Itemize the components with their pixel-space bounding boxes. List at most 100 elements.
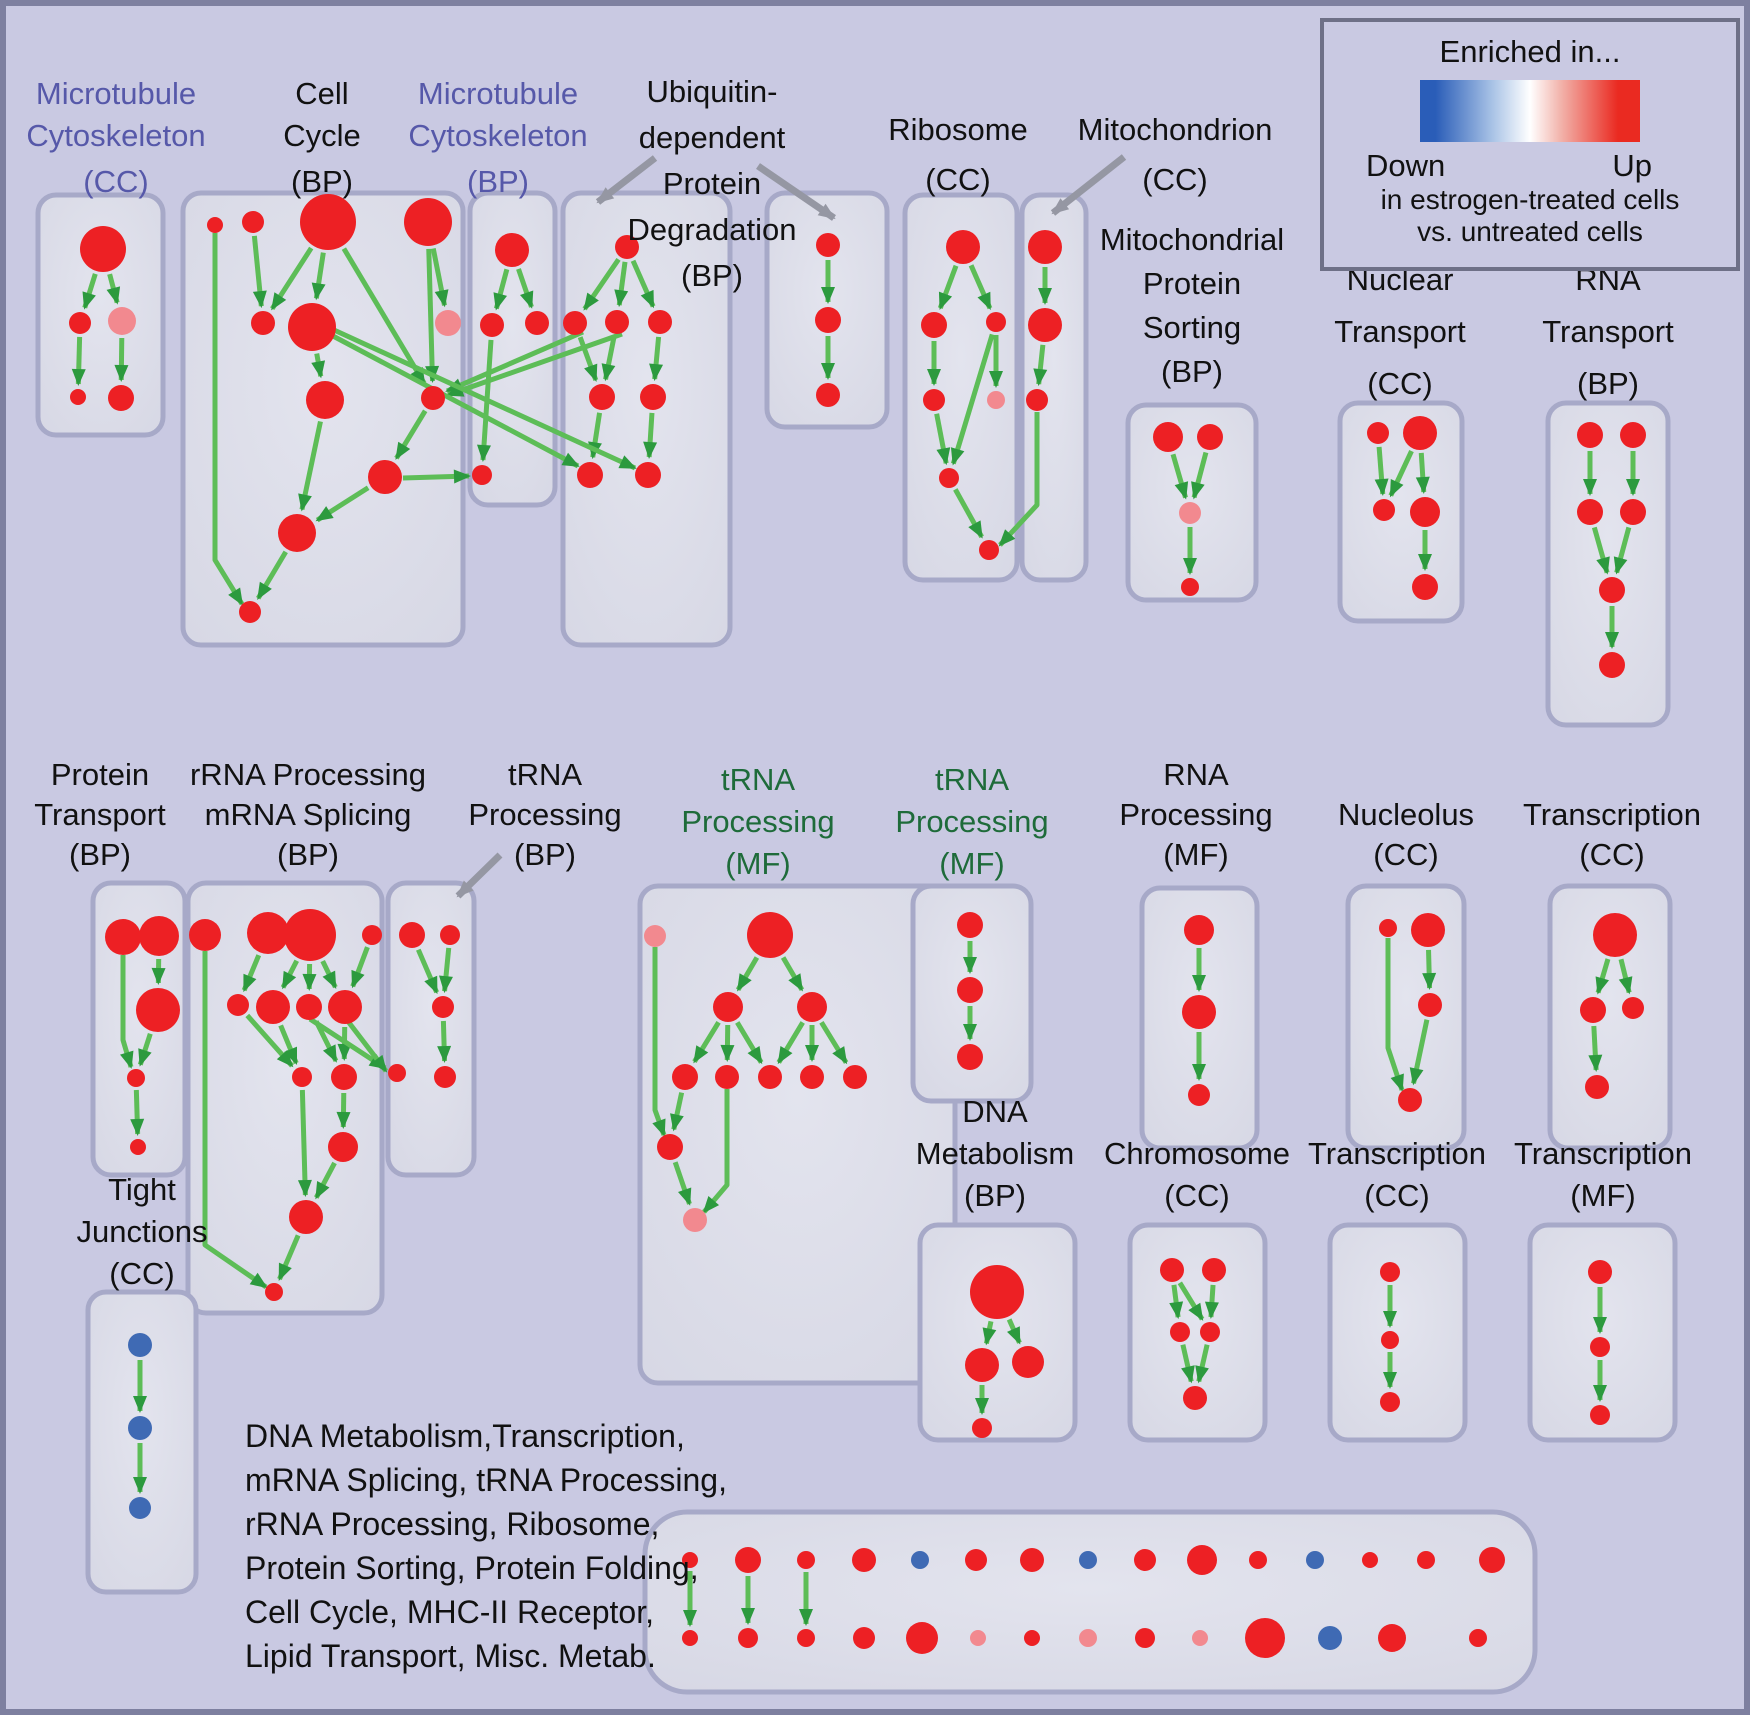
go-term-node [1590, 1405, 1610, 1425]
group-label-chromosome-cc: (CC) [1164, 1178, 1229, 1213]
legend-gradient-bar [1420, 80, 1640, 142]
go-term-node [979, 540, 999, 560]
relation-edge [953, 488, 984, 539]
go-term-node [1599, 652, 1625, 678]
group-box-rrna-processing-mrna-splicing-bp [185, 880, 385, 1316]
group-box-ribosome-cc [902, 192, 1020, 583]
group-label-ubiquitin-degradation-bp-1: (BP) [681, 258, 743, 293]
group-label-microtubule-cytoskeleton-bp: Microtubule [418, 76, 578, 111]
go-term-node [432, 996, 454, 1018]
relation-edge [630, 259, 656, 309]
group-box-trna-processing-bp [385, 880, 477, 1178]
relation-edge [643, 412, 658, 460]
go-term-node [472, 465, 492, 485]
go-term-node [738, 1628, 758, 1648]
go-term-node [1577, 499, 1603, 525]
go-term-node [368, 460, 402, 494]
misc-caption-line: Cell Cycle, MHC-II Receptor, [245, 1594, 654, 1630]
go-term-node [1588, 1260, 1612, 1284]
group-label-microtubule-cytoskeleton-cc: Microtubule [36, 76, 196, 111]
go-term-node [735, 1547, 761, 1573]
go-term-node [1184, 915, 1214, 945]
group-label-tight-junctions-cc: Junctions [77, 1214, 208, 1249]
go-term-node [1028, 230, 1062, 264]
relation-edge [776, 1021, 805, 1065]
group-label-mitochondrial-protein-sorting-bp: (BP) [1161, 354, 1223, 389]
group-label-microtubule-cytoskeleton-bp: (BP) [467, 164, 529, 199]
relation-edge [601, 336, 617, 382]
go-term-node [605, 310, 629, 334]
go-term-node [957, 1044, 983, 1070]
group-label-cell-cycle-bp: Cell [295, 76, 348, 111]
go-term-node [207, 217, 223, 233]
relation-edge [315, 485, 370, 523]
go-term-node [278, 514, 316, 552]
relation-edge [437, 1020, 452, 1064]
group-label-transcription-cc-1: Transcription [1523, 797, 1701, 832]
go-term-node [239, 601, 261, 623]
go-term-node [1417, 1551, 1435, 1569]
relation-edge [1169, 1284, 1184, 1320]
group-label-transcription-cc-1: (CC) [1579, 837, 1644, 872]
misc-caption-line: DNA Metabolism,Transcription, [245, 1418, 685, 1454]
relation-edge [130, 1089, 145, 1137]
go-term-node [1026, 389, 1048, 411]
relation-edge [394, 409, 428, 460]
group-label-trna-processing-mf-1: tRNA [721, 762, 795, 797]
annotation-arrow [455, 852, 503, 899]
go-term-node [80, 226, 126, 272]
relation-edge [212, 233, 245, 606]
group-label-rna-processing-mf: Processing [1119, 797, 1272, 832]
legend-subtitle-line2: vs. untreated cells [1417, 216, 1643, 247]
go-term-node [129, 1497, 151, 1519]
go-term-node [797, 992, 827, 1022]
group-label-nucleolus-cc: Nucleolus [1338, 797, 1474, 832]
go-term-node [495, 233, 529, 267]
relation-edge [1033, 344, 1048, 387]
go-term-node [923, 389, 945, 411]
cross-group-edge [402, 469, 471, 484]
relation-edge [819, 1021, 849, 1065]
relation-edge [241, 954, 262, 993]
go-term-node [1380, 1392, 1400, 1412]
go-term-node [797, 1551, 815, 1569]
relation-edge [1415, 452, 1430, 495]
go-term-node [1620, 422, 1646, 448]
misc-cluster-caption: DNA Metabolism,Transcription, mRNA Splic… [245, 1414, 727, 1678]
go-term-node [1381, 1331, 1399, 1349]
go-term-node [265, 1283, 283, 1301]
go-term-node [1079, 1551, 1097, 1569]
go-term-node [1373, 499, 1395, 521]
go-term-node [292, 1067, 312, 1087]
go-term-node [1412, 574, 1438, 600]
group-box-trna-processing-mf-1 [637, 883, 958, 1386]
go-term-node [589, 384, 615, 410]
go-term-node [300, 194, 356, 250]
go-term-node [1479, 1547, 1505, 1573]
go-term-node [1593, 913, 1637, 957]
relation-edge [350, 946, 370, 989]
go-term-node [816, 233, 840, 257]
group-label-nuclear-transport-cc: Transport [1334, 314, 1466, 349]
go-term-node [713, 992, 743, 1022]
go-term-node [1179, 502, 1201, 524]
go-term-node [1318, 1626, 1342, 1650]
relation-edge [934, 413, 951, 466]
relation-edge [720, 1024, 735, 1063]
go-term-node [1202, 1258, 1226, 1282]
go-term-node [1200, 1322, 1220, 1342]
relation-edge [297, 1089, 312, 1198]
relation-edge [950, 333, 995, 466]
group-label-trna-processing-mf-2: Processing [895, 804, 1048, 839]
group-label-transcription-mf: Transcription [1514, 1136, 1692, 1171]
go-term-node [434, 1066, 456, 1088]
go-term-node [1378, 1624, 1406, 1652]
go-term-node [683, 1208, 707, 1232]
group-label-ubiquitin-degradation-bp-1: Protein [663, 166, 761, 201]
go-term-node [1620, 499, 1646, 525]
cross-group-edge [998, 412, 1040, 547]
legend-down-label: Down [1366, 148, 1446, 183]
go-term-node [284, 909, 336, 961]
relation-edge [71, 336, 86, 387]
group-box-nuclear-transport-cc [1337, 400, 1465, 624]
